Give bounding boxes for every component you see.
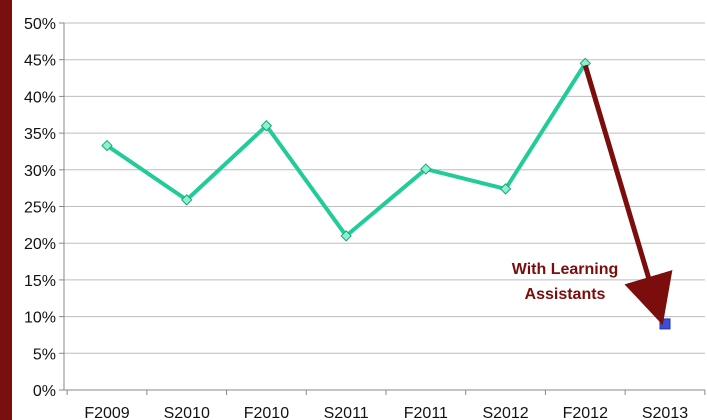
data-point-diamond [181,194,193,206]
y-tick-label: 30% [24,163,56,180]
x-tick-label: S2011 [324,405,369,420]
data-point-diamond [260,120,273,132]
data-point-diamond [499,183,512,195]
data-point-diamond [101,139,113,152]
y-tick-label: 50% [24,16,56,33]
y-tick-label: 25% [24,200,56,217]
x-tick-label: S2010 [164,405,210,420]
y-tick-label: 20% [24,236,56,253]
y-tick-label: 40% [24,89,56,106]
x-tick-label: F2012 [563,405,608,420]
data-point-diamond [420,163,432,175]
x-tick-label: S2012 [482,405,528,420]
annotation-label: Assistants [525,286,606,303]
x-tick-label: F2009 [84,405,129,420]
y-tick-label: 35% [24,126,56,143]
y-tick-label: 15% [24,273,56,290]
data-point-diamond [340,230,352,242]
y-tick-label: 10% [24,310,56,327]
plot-background [12,0,707,420]
x-tick-label: F2010 [244,405,289,420]
annotation-arrow [582,64,673,326]
x-tick-label: S2013 [642,405,688,420]
series-line [105,62,587,238]
annotation-label: With Learning [512,261,619,278]
data-point-square [659,318,671,330]
y-tick-label: 5% [33,346,56,363]
y-tick-label: 0% [33,383,56,400]
y-tick-label: 45% [24,53,56,70]
x-tick-label: F2011 [404,405,448,420]
